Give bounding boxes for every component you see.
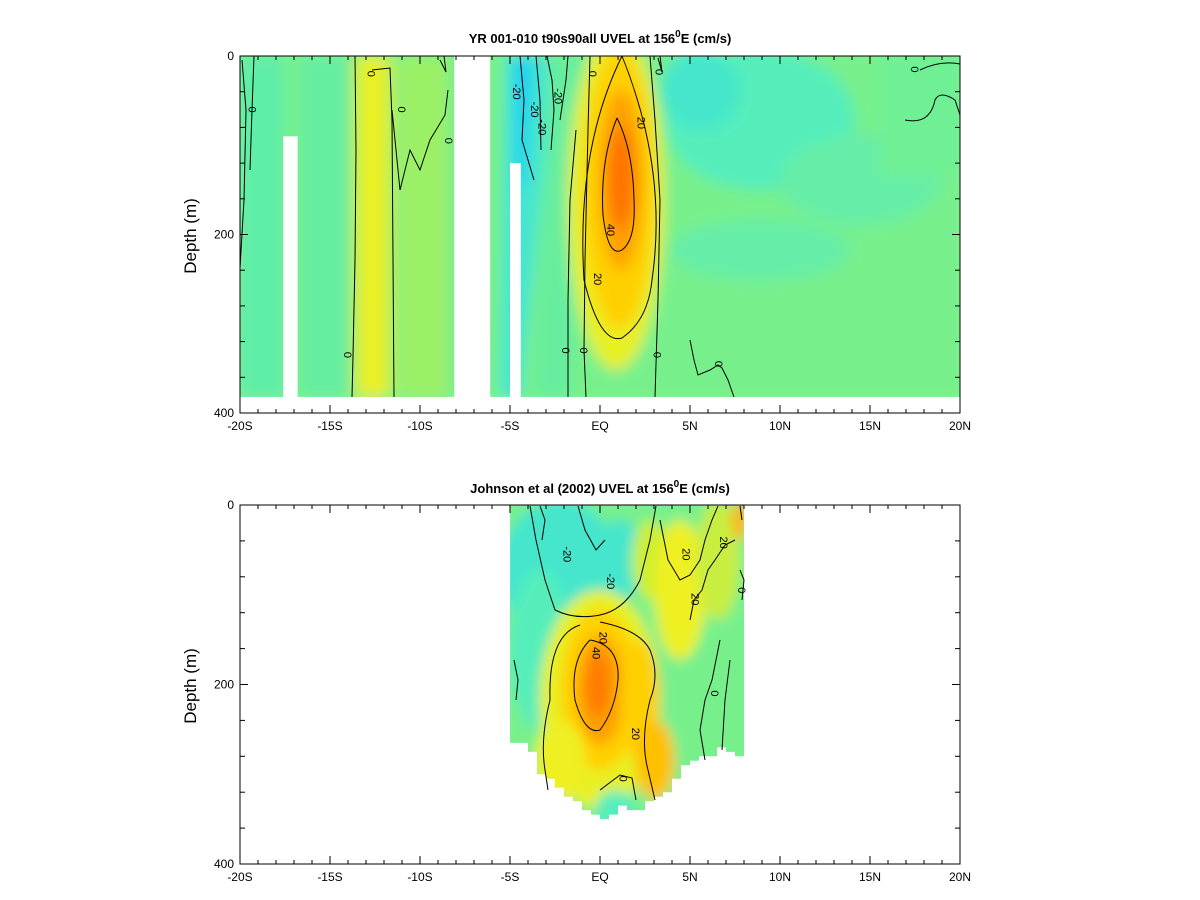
top-chart-title: YR 001-010 t90s90all UVEL at 1560E (cm/s… xyxy=(469,29,732,46)
contour-label: 20 xyxy=(634,117,646,129)
top-x-tick-label: 10N xyxy=(769,419,791,433)
bottom-x-tick-label: 5N xyxy=(682,870,697,884)
contour-label: 0 xyxy=(652,69,664,75)
bottom-y-tick-label: 400 xyxy=(214,857,234,871)
top-y-tick-label: 0 xyxy=(227,49,234,63)
top-x-tick-label: EQ xyxy=(591,419,608,433)
contour-label: 0 xyxy=(712,361,724,367)
contour-label: 0 xyxy=(395,106,407,112)
contour-label: -20 xyxy=(561,546,573,562)
contour-label: 20 xyxy=(717,537,729,549)
bottom-y-axis-label: Depth (m) xyxy=(181,648,200,724)
contour-label: 0 xyxy=(341,352,353,358)
bottom-contour-labels: -20 -20 20 40 20 20 20 20 0 0 0 xyxy=(561,537,748,782)
top-x-tick-label: -15S xyxy=(317,419,342,433)
top-x-tick-label: 5N xyxy=(682,419,697,433)
contour-label: 0 xyxy=(364,71,376,77)
bottom-x-tick-label: -10S xyxy=(407,870,432,884)
contour-label: 0 xyxy=(246,106,258,112)
contour-label: 0 xyxy=(908,66,920,72)
contour-label: 20 xyxy=(679,548,691,560)
contour-label: 0 xyxy=(559,347,571,353)
bottom-contour-lines xyxy=(513,505,745,801)
bottom-x-tick-label: 20N xyxy=(949,870,971,884)
bottom-x-tick-label: 10N xyxy=(769,870,791,884)
top-panel: YR 001-010 t90s90all UVEL at 1560E (cm/s… xyxy=(181,29,971,433)
top-y-tick-label: 200 xyxy=(214,228,234,242)
bottom-x-tick-label: -5S xyxy=(501,870,520,884)
bottom-chart-title: Johnson et al (2002) UVEL at 1560E (cm/s… xyxy=(470,479,730,496)
missing-data-gap xyxy=(454,56,491,413)
contour-label: -20 xyxy=(552,88,564,104)
top-x-tick-label: -5S xyxy=(501,419,520,433)
missing-data-gap xyxy=(283,136,298,413)
bottom-x-tick-label: -15S xyxy=(317,870,342,884)
bottom-x-tick-label: EQ xyxy=(591,870,608,884)
top-contour-lines xyxy=(239,55,961,398)
bottom-panel: Johnson et al (2002) UVEL at 1560E (cm/s… xyxy=(181,479,971,884)
contour-label: 0 xyxy=(651,352,663,358)
top-x-tick-label: -20S xyxy=(227,419,252,433)
contour-label: -20 xyxy=(604,573,616,589)
contour-label: 40 xyxy=(604,224,616,236)
bottom-x-tick-label: -20S xyxy=(227,870,252,884)
top-y-axis-label: Depth (m) xyxy=(181,198,200,274)
contour-label: 0 xyxy=(616,776,628,782)
contour-label: 0 xyxy=(577,347,589,353)
bottom-y-tick-label: 200 xyxy=(214,678,234,692)
contour-label: 0 xyxy=(735,587,747,593)
contour-label: 20 xyxy=(688,593,700,605)
contour-label: 20 xyxy=(591,273,603,285)
missing-data-gap xyxy=(510,163,521,413)
contour-label: 0 xyxy=(586,71,598,77)
bottom-y-tick-label: 0 xyxy=(227,498,234,512)
contour-label: 40 xyxy=(589,647,601,659)
contour-label: -20 xyxy=(535,119,547,135)
contour-label: 20 xyxy=(597,632,609,644)
contour-label: -20 xyxy=(510,84,522,100)
top-y-tick-label: 400 xyxy=(214,406,234,420)
contour-label: 0 xyxy=(708,690,720,696)
top-x-tick-label: -10S xyxy=(407,419,432,433)
bottom-x-tick-label: 15N xyxy=(859,870,881,884)
top-x-tick-label: 15N xyxy=(859,419,881,433)
contour-label: 0 xyxy=(442,138,454,144)
top-missing-data-gaps xyxy=(283,56,521,413)
top-x-tick-label: 20N xyxy=(949,419,971,433)
contour-label: 20 xyxy=(629,728,641,740)
contour-label: -20 xyxy=(528,102,540,118)
top-velocity-field xyxy=(240,56,960,397)
